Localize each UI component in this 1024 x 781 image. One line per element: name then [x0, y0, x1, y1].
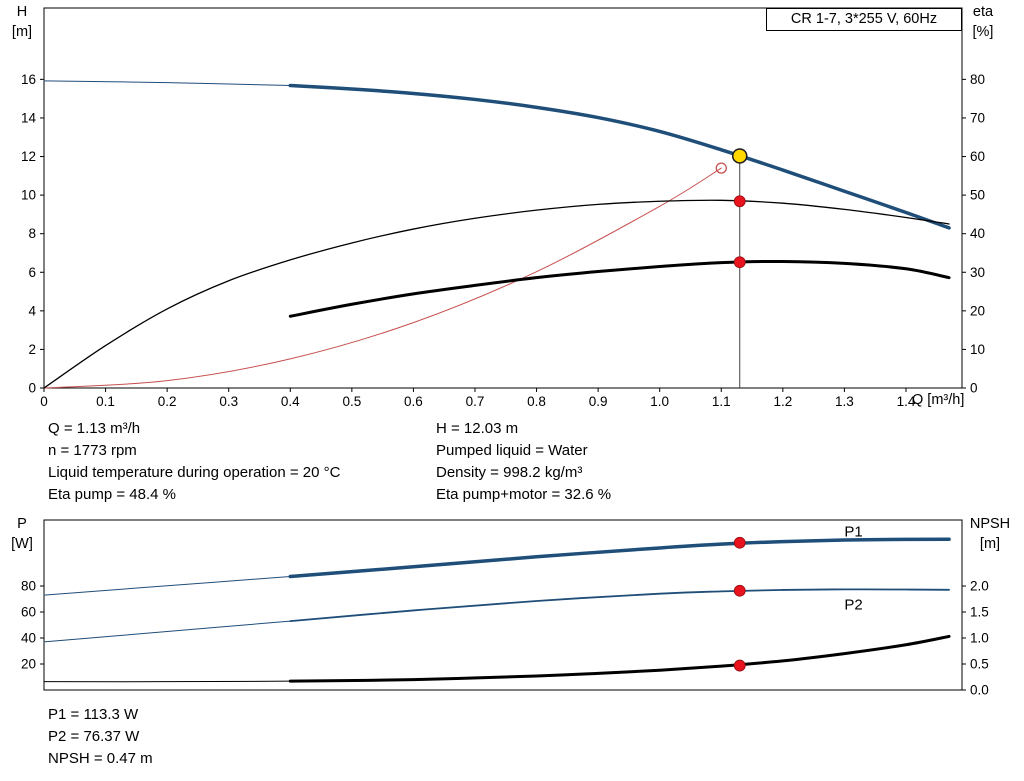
y-left-tick-label: 0 — [28, 381, 36, 396]
y-right-tick-label: 60 — [970, 149, 985, 164]
p-axis-title: P — [17, 516, 27, 532]
y-left-tick-label: 2 — [28, 342, 36, 357]
y-right-tick-label: 2.0 — [970, 579, 989, 594]
npsh-curve — [288, 634, 951, 683]
p1-curve-low-flow — [43, 576, 291, 596]
eta-pump-motor-value: Eta pump+motor = 32.6 % — [436, 486, 612, 503]
head-value: H = 12.03 m — [436, 420, 519, 437]
p1-point — [733, 536, 746, 549]
x-tick-label: 1.4 — [897, 394, 916, 409]
chart-1-plot-area[interactable] — [43, 519, 963, 691]
y-right-tick-label: 20 — [970, 303, 985, 318]
flow-value: Q = 1.13 m³/h — [48, 420, 141, 437]
npsh-point — [733, 659, 746, 672]
x-tick-label: 0.7 — [466, 394, 485, 409]
y-right-tick-label: 1.0 — [970, 631, 989, 646]
y-left-tick-label: 4 — [28, 303, 36, 318]
y-left-tick-label: 40 — [21, 631, 36, 646]
p-axis-unit: [W] — [11, 536, 33, 552]
y-left-tick-label: 60 — [21, 605, 36, 620]
y-left-tick-label: 80 — [21, 579, 36, 594]
y-right-tick-label: 40 — [970, 226, 985, 241]
npsh-value: NPSH = 0.47 m — [48, 750, 153, 767]
pump-curve — [288, 83, 951, 230]
operating-data-left-column: Q = 1.13 m³/h n = 1773 rpm Liquid temper… — [48, 418, 340, 506]
pump-model-box: CR 1-7, 3*255 V, 60Hz — [766, 8, 962, 31]
eta-pump-point — [733, 195, 746, 208]
y-left-tick-label: 6 — [28, 265, 36, 280]
x-tick-label: 0.2 — [158, 394, 177, 409]
h-axis-unit: [m] — [11, 24, 33, 40]
liquid-temperature: Liquid temperature during operation = 20… — [48, 464, 341, 481]
speed-value: n = 1773 rpm — [48, 442, 137, 459]
p2-curve — [289, 588, 950, 623]
x-tick-label: 1.3 — [835, 394, 854, 409]
operating-data-right-column: H = 12.03 m Pumped liquid = Water Densit… — [436, 418, 611, 506]
pumped-liquid: Pumped liquid = Water — [436, 442, 588, 459]
x-tick-label: 0.6 — [404, 394, 423, 409]
p2-curve-low-flow — [43, 620, 291, 643]
y-left-tick-label: 8 — [28, 226, 36, 241]
x-tick-label: 1.1 — [712, 394, 731, 409]
y-left-tick-label: 16 — [21, 72, 36, 87]
y-left-tick-label: 12 — [21, 149, 36, 164]
system-curve — [43, 167, 722, 389]
eta-pump-motor-curve — [288, 259, 951, 318]
pump-curve-low-flow — [43, 80, 291, 87]
y-right-tick-label: 80 — [970, 72, 985, 87]
npsh-axis-unit: [m] — [979, 536, 1001, 552]
y-right-tick-label: 50 — [970, 188, 985, 203]
h-axis-title: H — [16, 4, 28, 20]
y-right-tick-label: 10 — [970, 342, 985, 357]
power-data-column: P1 = 113.3 W P2 = 76.37 W NPSH = 0.47 m — [48, 704, 153, 770]
y-right-tick-label: 30 — [970, 265, 985, 280]
density-value: Density = 998.2 kg/m³ — [436, 464, 583, 481]
npsh-curve-low-flow — [43, 680, 291, 683]
chart-0-plot-area[interactable] — [43, 7, 963, 389]
duty-point[interactable] — [731, 148, 748, 164]
p2-point — [733, 584, 746, 597]
eta-axis-title: eta — [972, 4, 994, 20]
eta-pump-value: Eta pump = 48.4 % — [48, 486, 176, 503]
q-axis-title: Q [m³/h] — [912, 392, 965, 408]
npsh-axis-title: NPSH — [969, 516, 1011, 532]
x-tick-label: 1.2 — [773, 394, 792, 409]
eta-pump-motor-point — [733, 256, 746, 269]
x-tick-label: 0.3 — [219, 394, 238, 409]
x-tick-label: 0.1 — [96, 394, 115, 409]
y-left-tick-label: 10 — [21, 188, 36, 203]
y-right-tick-label: 0.5 — [970, 657, 989, 672]
p1-value: P1 = 113.3 W — [48, 706, 139, 723]
x-tick-label: 0.9 — [589, 394, 608, 409]
x-tick-label: 0.4 — [281, 394, 300, 409]
x-tick-label: 0 — [40, 394, 48, 409]
y-right-tick-label: 0 — [970, 381, 978, 396]
y-left-tick-label: 14 — [21, 110, 37, 125]
y-right-tick-label: 1.5 — [970, 605, 989, 620]
p1-curve — [288, 537, 951, 579]
x-tick-label: 1.0 — [650, 394, 669, 409]
eta-pump-curve — [43, 199, 950, 389]
y-right-tick-label: 70 — [970, 110, 985, 125]
series-label-p2: P2 — [844, 596, 862, 613]
series-label-p1: P1 — [844, 524, 862, 541]
y-left-tick-label: 20 — [21, 657, 36, 672]
x-tick-label: 0.8 — [527, 394, 546, 409]
eta-axis-unit: [%] — [972, 24, 994, 40]
y-right-tick-label: 0.0 — [970, 683, 989, 698]
p2-value: P2 = 76.37 W — [48, 728, 140, 745]
x-tick-label: 0.5 — [342, 394, 361, 409]
system-curve-point — [715, 162, 727, 174]
